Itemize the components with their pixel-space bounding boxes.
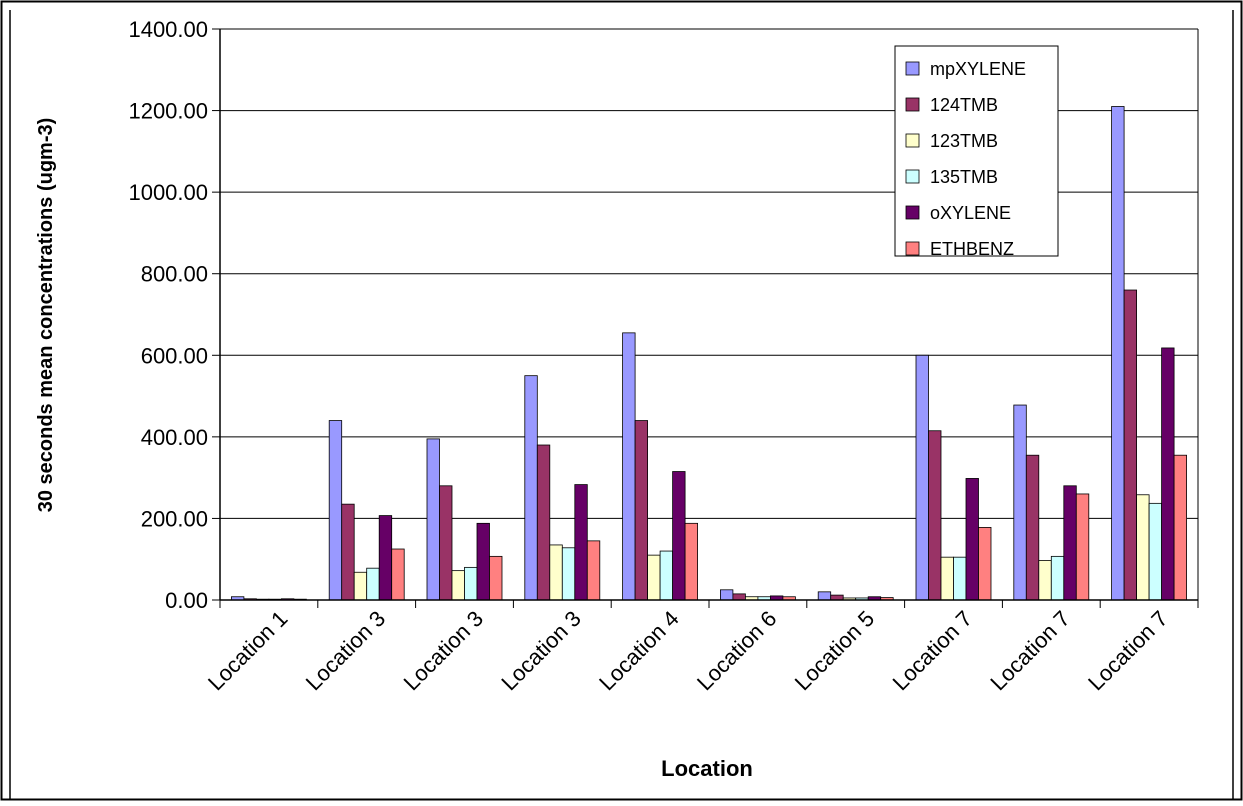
bar-oXYLENE	[378, 515, 393, 601]
bar-mpXYLENE	[915, 354, 929, 601]
bar-124TMB	[1123, 289, 1137, 601]
bar-123TMB	[353, 571, 368, 601]
bar-124TMB	[439, 485, 453, 601]
bar-124TMB	[1025, 454, 1040, 601]
bar-123TMB	[1136, 494, 1150, 601]
bar-123TMB	[451, 570, 465, 601]
bar-ETHBENZ	[1075, 493, 1090, 601]
y-tick-label: 600.00	[141, 343, 208, 368]
y-tick-label: 1000.00	[128, 180, 208, 205]
bars	[230, 106, 1187, 601]
bar-123TMB	[940, 556, 954, 601]
bar-123TMB	[549, 544, 563, 601]
legend-swatch	[905, 133, 920, 148]
bar-ETHBENZ	[586, 540, 601, 601]
y-tick-label: 400.00	[141, 425, 208, 450]
y-tick-label: 1400.00	[128, 17, 208, 42]
bar-mpXYLENE	[524, 375, 538, 601]
bar-ETHBENZ	[684, 522, 698, 601]
legend-swatch	[905, 169, 920, 184]
legend-swatch	[905, 241, 920, 256]
bar-135TMB	[464, 566, 478, 601]
bar-oXYLENE	[476, 522, 490, 601]
bar-123TMB	[1038, 560, 1052, 601]
bar-ETHBENZ	[1173, 454, 1187, 601]
x-tick-label: Location 3	[301, 606, 390, 695]
x-tick-label: Location 4	[594, 606, 683, 695]
bar-mpXYLENE	[622, 332, 636, 601]
x-tick-label: Location 3	[399, 606, 488, 695]
y-axis: 0.00 200.00 400.00 600.00 800.00 1000.00 1200.…	[128, 17, 221, 613]
bar-ETHBENZ	[391, 548, 405, 601]
bar-124TMB	[732, 593, 746, 601]
legend-swatch	[905, 205, 920, 220]
bar-135TMB	[561, 547, 576, 601]
legend-label: oXYLENE	[930, 203, 1011, 223]
x-axis: Location 1 Location 3 Location 3 Location 3…	[203, 599, 1199, 695]
bar-124TMB	[634, 420, 648, 601]
bar-mpXYLENE	[328, 420, 343, 601]
bar-135TMB	[1050, 555, 1065, 601]
bar-oXYLENE	[1063, 485, 1077, 601]
x-tick-label: Location 7	[888, 606, 977, 695]
x-tick-label: Location 7	[1083, 606, 1172, 695]
y-axis-title: 30 seconds mean concentrations (ugm-3)	[35, 118, 57, 513]
bar-124TMB	[536, 444, 551, 601]
bar-135TMB	[1148, 502, 1162, 601]
x-axis-title: Location	[661, 756, 753, 781]
legend-label: 135TMB	[930, 167, 998, 187]
bar-oXYLENE	[965, 478, 979, 601]
x-tick-label: Location 1	[203, 606, 292, 695]
legend-label: 124TMB	[930, 95, 998, 115]
legend-label: mpXYLENE	[930, 59, 1026, 79]
bar-mpXYLENE	[720, 589, 734, 601]
bar-135TMB	[366, 567, 380, 601]
x-tick-label: Location 7	[985, 606, 1074, 695]
bar-mpXYLENE	[1013, 404, 1027, 601]
legend-label: 123TMB	[930, 131, 998, 151]
x-tick-label: Location 3	[496, 606, 585, 695]
bar-ETHBENZ	[489, 555, 503, 601]
bar-oXYLENE	[672, 471, 686, 601]
bar-mpXYLENE	[1111, 106, 1125, 601]
bar-135TMB	[659, 550, 673, 601]
y-tick-label: 1200.00	[128, 99, 208, 124]
y-tick-label: 200.00	[141, 506, 208, 531]
bar-124TMB	[928, 430, 942, 601]
legend-swatch	[905, 97, 920, 112]
bar-mpXYLENE	[426, 438, 440, 601]
bar-135TMB	[953, 556, 967, 601]
y-tick-label: 0.00	[165, 588, 208, 613]
bar-oXYLENE	[574, 484, 588, 601]
bar-ETHBENZ	[978, 527, 992, 601]
y-tick-label: 800.00	[141, 262, 208, 287]
legend-box	[894, 45, 1059, 257]
legend-swatch	[905, 61, 920, 76]
bar-oXYLENE	[1161, 347, 1175, 601]
x-tick-label: Location 6	[692, 606, 781, 695]
bar-mpXYLENE	[817, 591, 832, 601]
x-tick-label: Location 5	[790, 606, 879, 695]
bar-123TMB	[647, 554, 661, 601]
bar-124TMB	[341, 503, 355, 601]
legend-label: ETHBENZ	[930, 239, 1014, 259]
legend: mpXYLENE 124TMB 123TMB 135TMB oXYLENE ET…	[894, 45, 1059, 259]
